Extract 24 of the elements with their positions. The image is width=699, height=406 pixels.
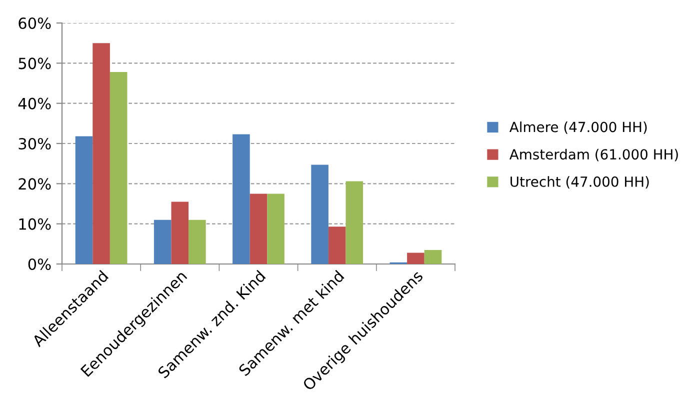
y-tick-label: 10% — [19, 218, 51, 230]
bar — [110, 72, 128, 264]
y-tick-label: 50% — [18, 58, 51, 70]
bar — [171, 202, 189, 264]
legend-label: Amsterdam (61.000 HH) — [509, 148, 678, 162]
y-tick-label: 40% — [18, 98, 51, 110]
bar — [267, 194, 284, 264]
y-tick-label: 20% — [18, 178, 51, 190]
legend-label: Almere (47.000 HH) — [509, 122, 647, 134]
y-tick-label: 0% — [28, 258, 51, 270]
y-tick-label: 60% — [18, 17, 51, 30]
bar — [232, 134, 250, 264]
bar — [250, 194, 268, 264]
bar — [424, 250, 442, 264]
bar — [311, 164, 328, 264]
legend-label: Utrecht (47.000 HH) — [510, 176, 649, 189]
bar — [188, 220, 206, 264]
bar — [154, 220, 172, 264]
bar — [407, 252, 424, 264]
bar — [92, 43, 110, 264]
y-tick-label: 30% — [18, 138, 51, 150]
bar — [75, 136, 93, 264]
bar — [346, 181, 364, 264]
bar — [328, 226, 346, 264]
